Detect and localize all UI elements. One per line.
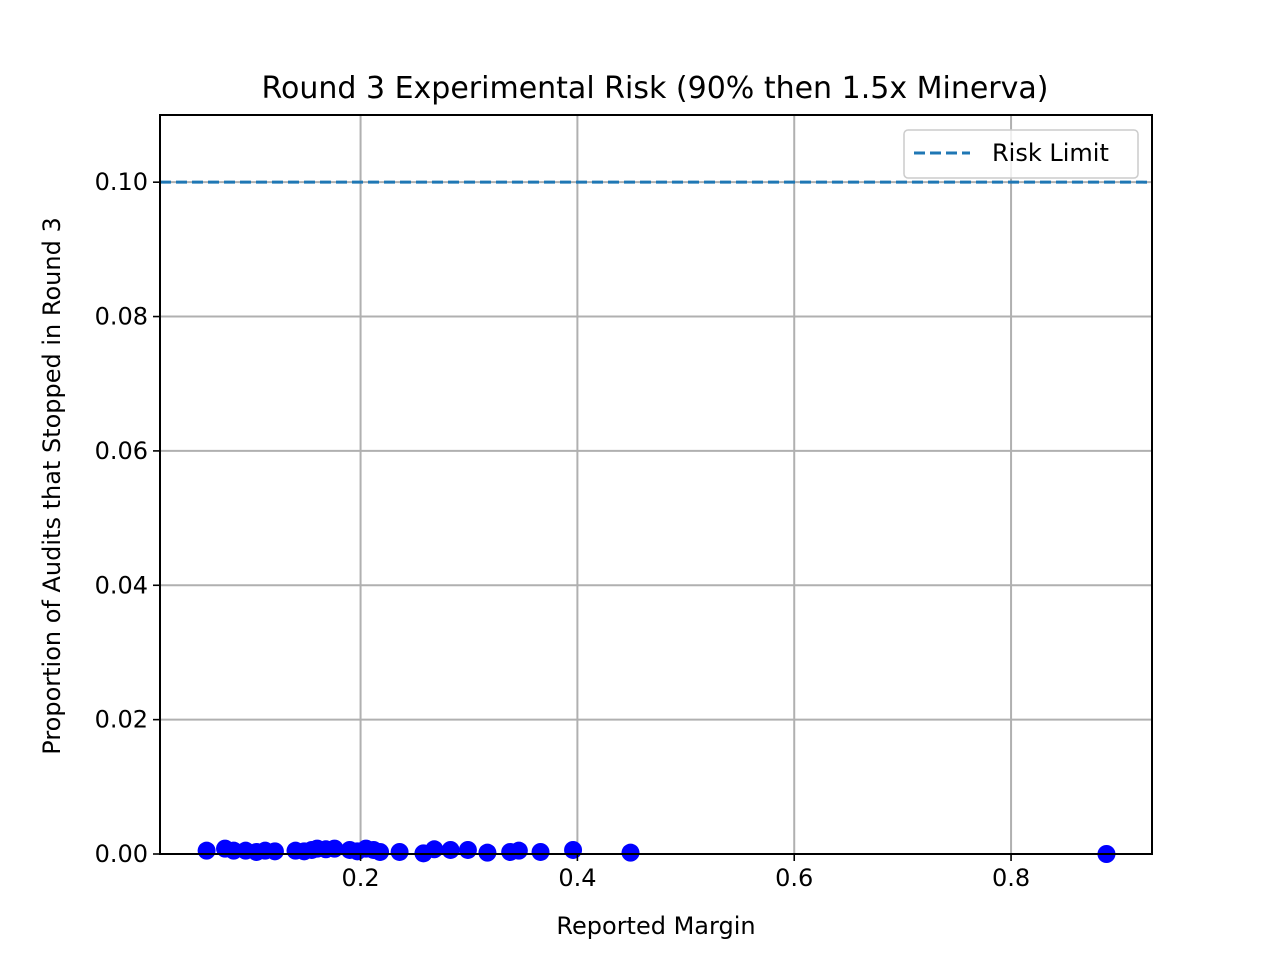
- legend: Risk Limit: [903, 129, 1139, 179]
- data-point: [197, 841, 216, 860]
- data-point: [621, 843, 640, 862]
- data-point: [531, 842, 550, 861]
- data-point: [425, 840, 444, 859]
- x-tick-label: 0.6: [775, 864, 813, 892]
- data-point: [458, 840, 477, 859]
- x-tick-label: 0.2: [341, 864, 379, 892]
- data-point: [478, 843, 497, 862]
- data-point: [265, 842, 284, 861]
- plot-frame: [159, 114, 1153, 855]
- grid: [160, 115, 1152, 855]
- data-point: [564, 840, 583, 859]
- data-point: [371, 842, 390, 861]
- chart-title: Round 3 Experimental Risk (90% then 1.5x…: [262, 71, 1049, 106]
- x-tick-label: 0.4: [558, 864, 596, 892]
- data-point: [509, 841, 528, 860]
- y-axis-label: Proportion of Audits that Stopped in Rou…: [38, 217, 66, 754]
- x-tick-label: 0.8: [992, 864, 1030, 892]
- y-tick-label: 0.10: [95, 168, 148, 196]
- y-tick-label: 0.06: [95, 437, 148, 465]
- x-axis-label: Reported Margin: [556, 912, 755, 940]
- data-point: [390, 842, 409, 861]
- y-axis-ticks: 0.00 0.02 0.04 0.06 0.08 0.10: [95, 168, 160, 868]
- data-points: [197, 839, 1116, 863]
- y-tick-label: 0.00: [95, 840, 148, 868]
- legend-box: [903, 129, 1139, 179]
- legend-label: Risk Limit: [992, 139, 1109, 167]
- x-axis-ticks: 0.2 0.4 0.6 0.8: [341, 854, 1030, 892]
- data-point: [441, 840, 460, 859]
- y-tick-label: 0.04: [95, 571, 148, 599]
- y-tick-label: 0.08: [95, 303, 148, 331]
- y-tick-label: 0.02: [95, 706, 148, 734]
